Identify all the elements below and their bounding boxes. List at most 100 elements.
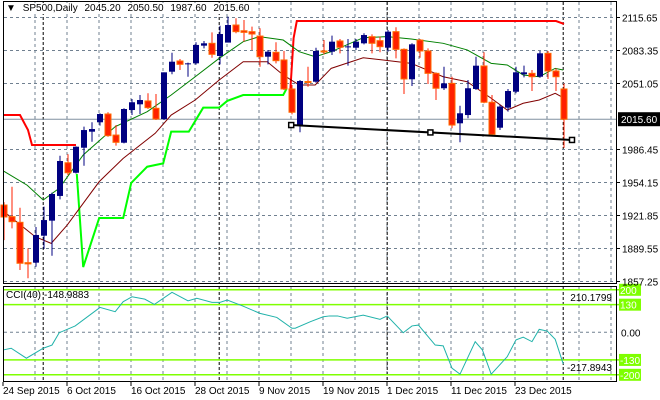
bearish-candle <box>368 34 376 54</box>
cci-header: CCI(40) -148.9883 <box>6 290 92 301</box>
candle-body <box>448 82 456 126</box>
candle-body <box>537 53 543 77</box>
bullish-candle <box>385 30 391 52</box>
bullish-candle <box>473 56 479 90</box>
bearish-candle <box>112 125 120 146</box>
bearish-candle <box>304 66 312 87</box>
bearish-candle <box>400 48 408 94</box>
upper-channel-line <box>4 114 76 146</box>
bullish-candle <box>57 155 63 200</box>
candle-body <box>280 59 288 90</box>
trendline-anchor-handle <box>427 129 434 136</box>
candle-body <box>256 35 264 58</box>
bullish-candle <box>297 79 303 133</box>
bearish-candle <box>376 36 384 53</box>
candle-body <box>57 161 63 196</box>
candle-body <box>137 100 143 105</box>
candle-body <box>161 72 167 120</box>
cci-level-badge <box>619 298 641 311</box>
cci-line <box>3 291 564 376</box>
candle-body <box>480 65 488 103</box>
candle-body <box>473 65 479 89</box>
main-panel-border <box>3 1 617 284</box>
candle-body <box>336 40 344 48</box>
bullish-candle <box>161 72 167 121</box>
candle-body <box>465 88 471 116</box>
candle-body <box>361 35 367 44</box>
high-value: 2050.50 <box>127 3 164 14</box>
triangle-down-icon[interactable]: ▼ <box>6 3 16 14</box>
date-tick-label: 11 Dec 2015 <box>451 386 507 397</box>
price-tick-label: 1954.15 <box>622 179 659 190</box>
candle-body <box>505 91 511 108</box>
candle-body <box>304 81 312 84</box>
price-tick-label: 2083.35 <box>622 47 659 58</box>
candle-body <box>560 88 568 120</box>
bullish-candle <box>121 108 127 144</box>
upper-channel-line <box>289 20 565 90</box>
bearish-candle <box>144 93 152 110</box>
date-tick-label: 19 Nov 2015 <box>323 386 380 397</box>
low-value: 1987.60 <box>170 3 207 14</box>
slow-moving-average-line <box>3 57 564 244</box>
candle-body <box>24 262 32 265</box>
candle-body <box>152 107 160 120</box>
candle-body <box>33 234 39 263</box>
candle-body <box>169 61 175 72</box>
bullish-candle <box>89 122 95 142</box>
price-tick-label: 1921.85 <box>622 212 659 223</box>
date-tick-label: 24 Sep 2015 <box>3 386 60 397</box>
candle-body <box>416 39 424 52</box>
open-value: 2045.20 <box>84 3 121 14</box>
candle-body <box>329 41 335 52</box>
bullish-candle <box>33 227 39 267</box>
trendline-anchor-handle <box>568 136 576 144</box>
candle-body <box>16 221 24 264</box>
candle-body <box>73 146 79 173</box>
candle-body <box>104 113 112 137</box>
bearish-candle <box>104 112 112 137</box>
bullish-candle <box>81 126 87 166</box>
candle-body <box>409 44 415 80</box>
cci-panel: 200 130 -130 -200 <box>3 283 641 382</box>
cci-level-badge <box>619 353 641 366</box>
candle-body <box>513 72 519 92</box>
bearish-candle <box>336 39 344 54</box>
bullish-candle <box>97 113 103 126</box>
date-tick-label: 1 Dec 2015 <box>387 386 439 397</box>
current-price-box <box>618 112 660 127</box>
candle-body <box>129 102 135 111</box>
price-marks <box>0 16 576 279</box>
bullish-candle <box>265 49 271 65</box>
cci-title: CCI(40) <box>6 290 42 301</box>
date-tick-label: 23 Dec 2015 <box>515 386 572 397</box>
bearish-candle <box>176 59 184 70</box>
candle-body <box>400 48 408 80</box>
candle-body <box>176 60 184 65</box>
candle-body <box>232 24 240 33</box>
bearish-candle <box>288 84 296 115</box>
bullish-candle <box>129 98 135 116</box>
bullish-candle <box>73 146 79 174</box>
bullish-candle <box>537 50 543 78</box>
candle-body <box>528 72 536 78</box>
candle-body <box>353 41 359 48</box>
chart-header: ▼ SP500,Daily 2045.20 2050.50 1987.60 20… <box>6 3 254 14</box>
price-tick-label: 1986.45 <box>622 146 659 157</box>
bullish-candle <box>169 52 175 75</box>
bullish-candle <box>497 104 503 131</box>
candle-body <box>288 88 296 113</box>
cci-panel-border <box>3 286 617 382</box>
bearish-candle <box>64 154 72 176</box>
bearish-candle <box>240 20 248 42</box>
bullish-candle <box>193 42 199 65</box>
candle-body <box>41 220 47 236</box>
current-price-label: 2015.60 <box>621 115 658 126</box>
candle-body <box>89 129 95 132</box>
bullish-candle <box>137 95 143 115</box>
bearish-candle <box>16 207 24 271</box>
candle-body <box>112 134 120 143</box>
candle-body <box>497 106 503 128</box>
cci-current-value: -148.9883 <box>44 290 90 301</box>
bullish-candle <box>457 105 463 143</box>
